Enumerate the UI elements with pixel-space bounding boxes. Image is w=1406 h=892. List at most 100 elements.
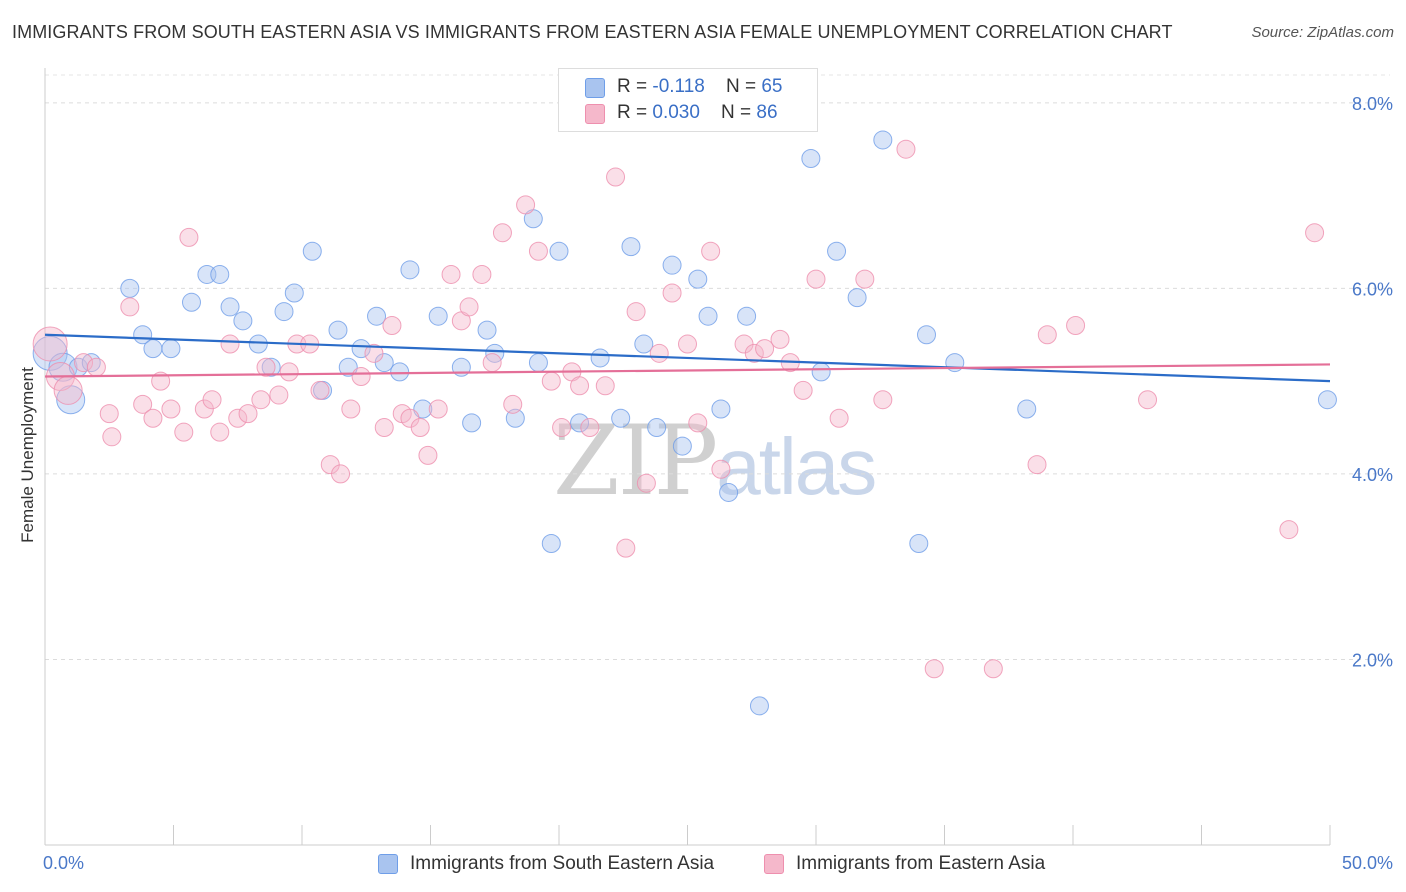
point-eastern-asia [364, 343, 384, 363]
y-tick-label: 2.0% [1352, 650, 1393, 670]
point-south-eastern-asia [390, 362, 410, 382]
point-eastern-asia [256, 357, 276, 377]
point-south-eastern-asia [528, 353, 548, 373]
point-south-eastern-asia [634, 334, 654, 354]
point-eastern-asia [238, 404, 258, 424]
point-south-eastern-asia [351, 339, 371, 359]
point-south-eastern-asia [611, 408, 631, 428]
point-eastern-asia [410, 418, 430, 438]
y-tick-label: 8.0% [1352, 94, 1393, 114]
point-south-eastern-asia [400, 260, 420, 280]
point-eastern-asia [570, 376, 590, 396]
point-eastern-asia [580, 418, 600, 438]
point-south-eastern-asia [477, 320, 497, 340]
point-eastern-asia [516, 195, 536, 215]
point-eastern-asia [179, 227, 199, 247]
point-eastern-asia [251, 390, 271, 410]
point-south-eastern-asia [541, 533, 561, 553]
point-south-eastern-asia [248, 334, 268, 354]
point-south-eastern-asia [719, 482, 739, 502]
point-south-eastern-asia [909, 533, 929, 553]
point-eastern-asia [1279, 520, 1299, 540]
point-south-eastern-asia [811, 362, 831, 382]
point-eastern-asia [161, 399, 181, 419]
legend-swatch-pink [764, 854, 784, 874]
point-eastern-asia [472, 264, 492, 284]
point-eastern-asia [228, 408, 248, 428]
point-south-eastern-asia [711, 399, 731, 419]
point-eastern-asia [896, 139, 916, 159]
watermark: ZIPatlas [553, 405, 877, 517]
point-eastern-asia [374, 418, 394, 438]
source-label: Source: ZipAtlas.com [1251, 24, 1394, 41]
point-south-eastern-asia [917, 325, 937, 345]
point-south-eastern-asia [220, 297, 240, 317]
point-south-eastern-asia [647, 418, 667, 438]
point-eastern-asia [99, 404, 119, 424]
point-eastern-asia [855, 269, 875, 289]
point-eastern-asia [382, 315, 402, 335]
point-eastern-asia [151, 371, 171, 391]
legend-stats: R = -0.118 N = 65 [617, 76, 783, 97]
point-south-eastern-asia [1017, 399, 1037, 419]
point-eastern-asia [829, 408, 849, 428]
point-eastern-asia [688, 413, 708, 433]
trend-line-eastern-asia [44, 363, 1331, 378]
point-eastern-asia [210, 422, 230, 442]
point-eastern-asia [351, 367, 371, 387]
watermark-zip: ZIP [553, 405, 718, 517]
point-south-eastern-asia [161, 339, 181, 359]
point-south-eastern-asia [1317, 390, 1337, 410]
point-eastern-asia [701, 241, 721, 261]
point-eastern-asia [528, 241, 548, 261]
point-eastern-asia [143, 408, 163, 428]
point-south-eastern-asia [233, 311, 253, 331]
point-eastern-asia [1027, 455, 1047, 475]
point-eastern-asia [269, 385, 289, 405]
point-eastern-asia [595, 376, 615, 396]
point-south-eastern-asia [590, 348, 610, 368]
point-eastern-asia [649, 343, 669, 363]
point-eastern-asia [1066, 315, 1086, 335]
legend-swatch-blue [378, 854, 398, 874]
x-tick-label-min: 0.0% [43, 853, 84, 873]
point-south-eastern-asia [367, 306, 387, 326]
point-south-eastern-asia [570, 413, 590, 433]
watermark-atlas: atlas [716, 422, 877, 511]
point-south-eastern-asia [274, 302, 294, 322]
point-eastern-asia [606, 167, 626, 187]
point-eastern-asia [459, 297, 479, 317]
point-eastern-asia [279, 362, 299, 382]
point-eastern-asia [331, 464, 351, 484]
point-south-eastern-asia [338, 357, 358, 377]
legend-label: Immigrants from Eastern Asia [796, 853, 1046, 874]
point-south-eastern-asia [662, 255, 682, 275]
legend-swatch-pink [585, 104, 605, 124]
point-eastern-asia [32, 326, 68, 362]
correlation-legend: R = -0.118 N = 65 R = 0.030 N = 86 [558, 68, 818, 132]
point-eastern-asia [341, 399, 361, 419]
point-south-eastern-asia [672, 436, 692, 456]
point-eastern-asia [1037, 325, 1057, 345]
point-eastern-asia [441, 264, 461, 284]
point-eastern-asia [873, 390, 893, 410]
point-eastern-asia [616, 538, 636, 558]
chart-title: IMMIGRANTS FROM SOUTH EASTERN ASIA VS IM… [12, 22, 1173, 42]
point-south-eastern-asia [698, 306, 718, 326]
point-eastern-asia [1138, 390, 1158, 410]
point-eastern-asia [662, 283, 682, 303]
point-south-eastern-asia [827, 241, 847, 261]
point-eastern-asia [770, 329, 790, 349]
point-eastern-asia [133, 394, 153, 414]
point-south-eastern-asia [549, 241, 569, 261]
trend-line-south-eastern-asia [44, 333, 1331, 383]
point-eastern-asia [174, 422, 194, 442]
point-eastern-asia [924, 659, 944, 679]
point-eastern-asia [428, 399, 448, 419]
point-eastern-asia [793, 380, 813, 400]
point-eastern-asia [86, 357, 106, 377]
point-south-eastern-asia [873, 130, 893, 150]
point-south-eastern-asia [328, 320, 348, 340]
point-eastern-asia [74, 353, 94, 373]
